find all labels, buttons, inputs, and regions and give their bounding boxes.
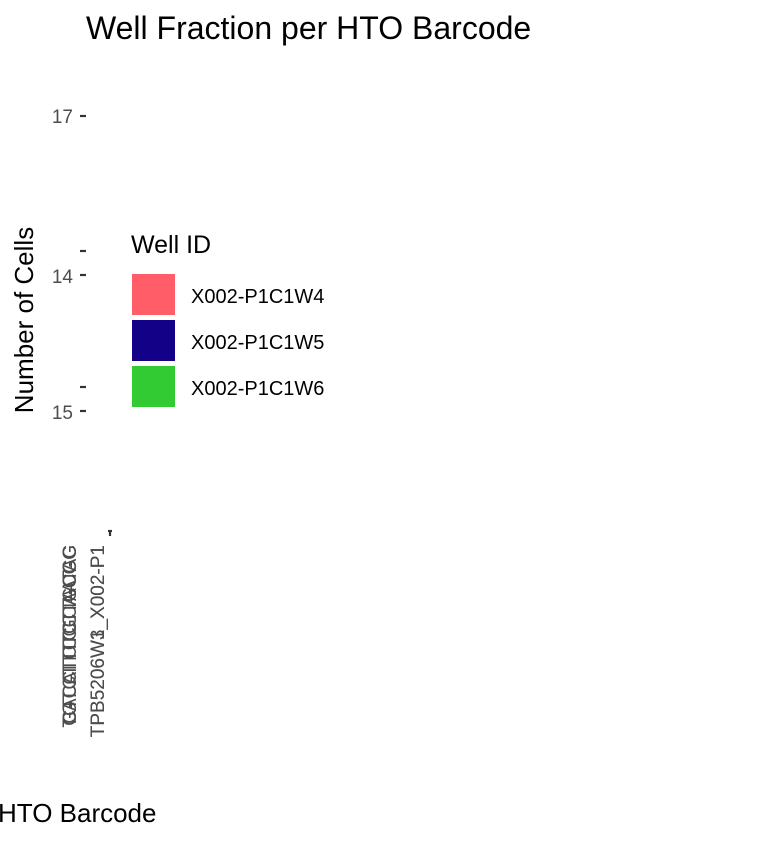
y-axis-title: Number of Cells <box>9 227 39 413</box>
legend: Well ID X002-P1C1W4 X002-P1C1W5 X002-P1C… <box>131 231 324 407</box>
legend-label: X002-P1C1W4 <box>191 286 324 308</box>
x-axis-title: HTO Barcode <box>0 798 156 828</box>
y-tick-label: 14 <box>52 267 74 288</box>
x-tick-label: TGTCTTTCCTGCCG <box>60 545 81 728</box>
x-axis: TGTCTTTCCTGCCG CTCCTCTGCAATAC GACATTCCTT… <box>60 529 112 737</box>
y-tick-label: 15 <box>52 403 73 424</box>
x-tick-label: CTCCTCTGCAATAC <box>60 545 81 724</box>
legend-title: Well ID <box>131 231 211 259</box>
legend-key <box>132 320 175 361</box>
chart-title: Well Fraction per HTO Barcode <box>86 10 531 46</box>
legend-label: X002-P1C1W5 <box>191 332 324 354</box>
y-tick-label: 17 <box>52 107 73 128</box>
legend-label: X002-P1C1W6 <box>191 378 324 400</box>
x-tick-label: TPB5206W3_X002-P1 <box>88 545 109 737</box>
y-axis: 17 14 15 <box>52 107 86 424</box>
x-tick-label: GACATTCCTTACGG <box>60 545 81 726</box>
x-tick-label: TPB5206W1_X002-P1 <box>88 545 109 737</box>
legend-key <box>132 366 175 407</box>
legend-key <box>132 274 175 315</box>
